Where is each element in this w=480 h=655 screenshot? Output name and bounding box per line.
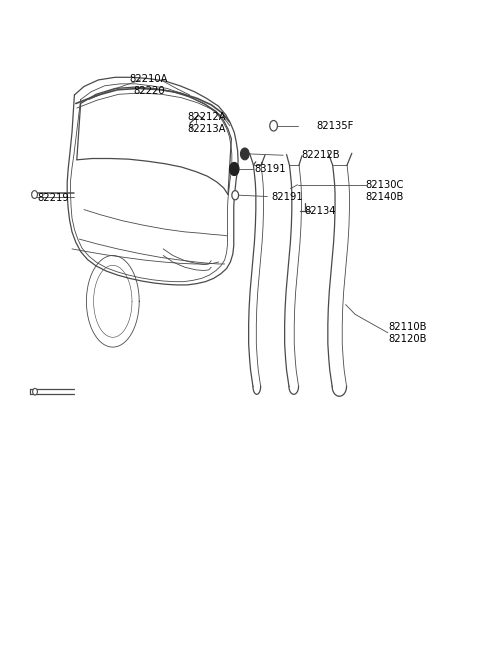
Text: 82210A
82220: 82210A 82220	[130, 74, 168, 96]
Circle shape	[232, 191, 239, 200]
Circle shape	[229, 162, 239, 176]
Text: 82110B
82120B: 82110B 82120B	[389, 322, 427, 344]
Text: 82212A
82213A: 82212A 82213A	[187, 112, 226, 134]
Text: 82219: 82219	[37, 193, 69, 203]
Text: 82134: 82134	[305, 206, 336, 216]
Circle shape	[33, 388, 37, 395]
Text: 82191: 82191	[271, 191, 303, 202]
Circle shape	[240, 148, 249, 160]
Text: 82212B: 82212B	[301, 150, 339, 160]
Text: 83191: 83191	[254, 164, 286, 174]
Text: 82130C
82140B: 82130C 82140B	[366, 180, 404, 202]
Text: 82135F: 82135F	[317, 121, 354, 131]
Circle shape	[270, 121, 277, 131]
Circle shape	[32, 191, 37, 198]
